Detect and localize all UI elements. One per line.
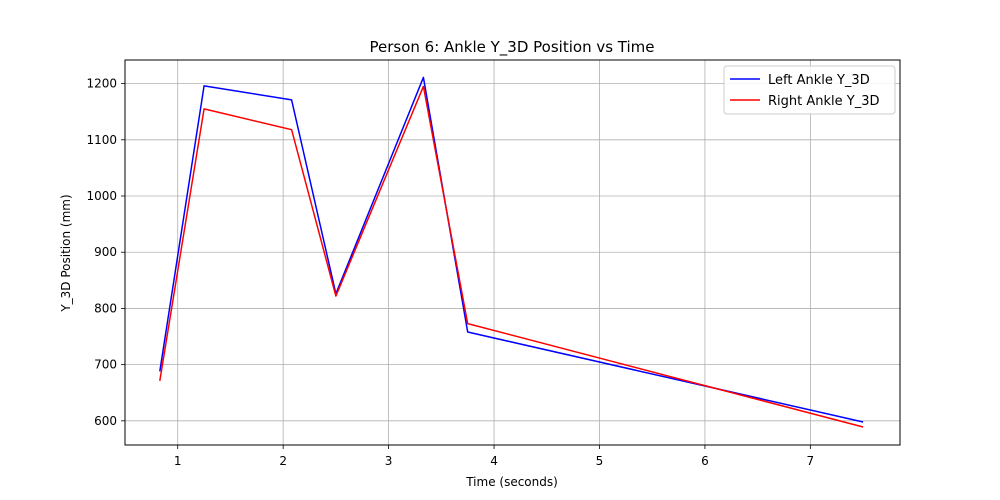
x-axis-ticks: 1 2 3 4 5 6 7 bbox=[174, 445, 814, 468]
chart-title: Person 6: Ankle Y_3D Position vs Time bbox=[369, 38, 654, 57]
series-line-right-ankle-y-3d bbox=[159, 85, 864, 428]
data-series bbox=[159, 76, 864, 428]
x-tick-label: 7 bbox=[807, 454, 815, 468]
x-tick-label: 2 bbox=[279, 454, 287, 468]
y-tick-label: 1200 bbox=[86, 77, 117, 91]
y-tick-label: 800 bbox=[94, 301, 117, 315]
y-axis-ticks: 600 700 800 900 1000 1100 1200 bbox=[86, 77, 125, 428]
y-tick-label: 1100 bbox=[86, 133, 117, 147]
legend-box bbox=[723, 65, 896, 115]
x-tick-label: 4 bbox=[490, 454, 498, 468]
y-tick-label: 600 bbox=[94, 414, 117, 428]
y-tick-label: 700 bbox=[94, 358, 117, 372]
x-tick-label: 6 bbox=[701, 454, 709, 468]
gridlines bbox=[125, 60, 900, 445]
y-tick-label: 1000 bbox=[86, 189, 117, 203]
legend-label-right-ankle: Right Ankle Y_3D bbox=[768, 94, 880, 109]
y-axis-label: Y_3D Position (mm) bbox=[59, 194, 73, 312]
x-tick-label: 3 bbox=[385, 454, 393, 468]
x-tick-label: 1 bbox=[174, 454, 182, 468]
y-tick-label: 900 bbox=[94, 245, 117, 259]
legend-label-left-ankle: Left Ankle Y_3D bbox=[768, 73, 870, 88]
x-tick-label: 5 bbox=[596, 454, 604, 468]
legend: Left Ankle Y_3D Right Ankle Y_3D bbox=[723, 65, 896, 115]
x-axis-label: Time (seconds) bbox=[465, 475, 558, 489]
